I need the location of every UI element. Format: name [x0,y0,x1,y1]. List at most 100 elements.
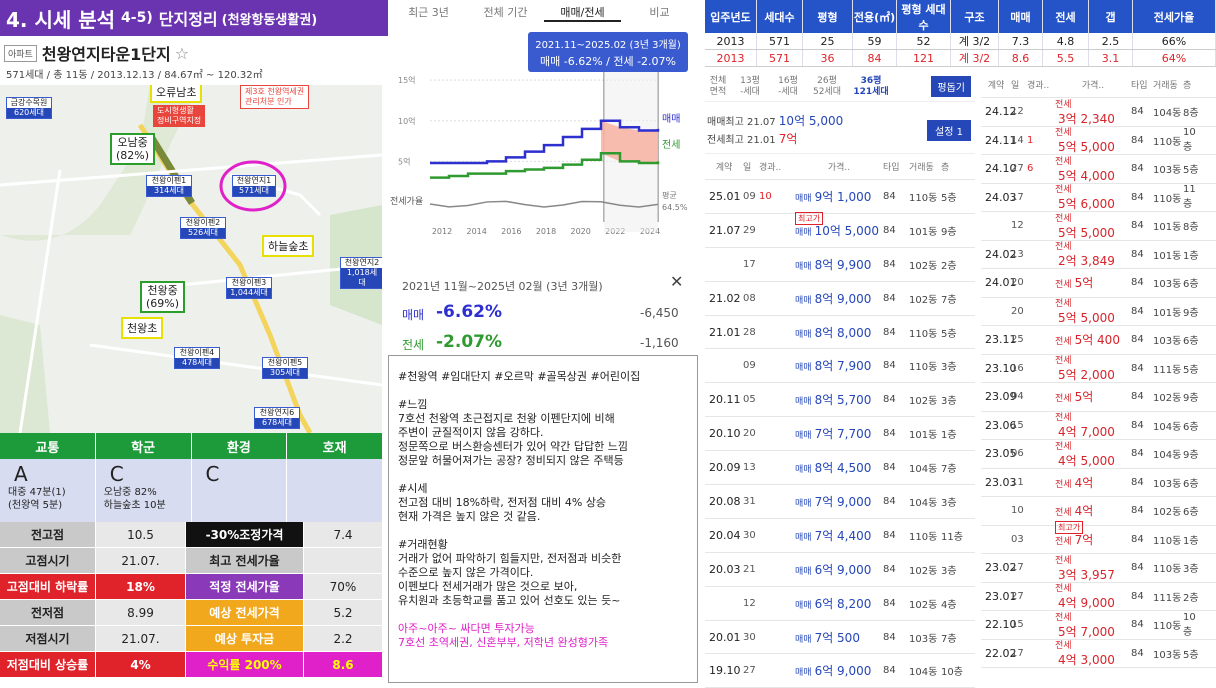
list-item[interactable]: 21.01 28 매매 8억 8,000 84 110동 5층 [705,316,975,350]
price-chart[interactable]: 2021.11~2025.02 (3년 3개월) 매매 -6.62% / 전세 … [390,22,698,240]
middle-school-label-2[interactable]: 천왕중 (69%) [140,281,186,313]
settings-button[interactable]: 설정 1 [927,120,971,141]
list-item-dong: 103동 [1153,336,1182,348]
size-tab-13[interactable]: 13평 -세대 [740,75,760,97]
list-item[interactable]: 24.10 27 6 전세5억 4,000 84 103동 5층 [981,155,1216,184]
list-item[interactable]: 24.03 17 전세5억 6,000 84 110동 11층 [981,184,1216,212]
list-item[interactable]: 23.06 15 전세4억 7,000 84 104동 6층 [981,412,1216,440]
size-tab-26[interactable]: 26평 52세대 [812,75,841,97]
list-item[interactable]: 20.01 30 매매 7억 500 84 103동 7층 [705,621,975,655]
list-item-type: 매매 [795,668,812,679]
chart-ratio-label: 전세가율 [390,196,423,207]
middle-school-label-1[interactable]: 오남중 (82%) [110,133,156,165]
list-item[interactable]: 23.10 16 전세5억 2,000 84 111동 5층 [981,355,1216,383]
list-item-type-size: 84 [1131,533,1144,545]
elementary-school-label-2[interactable]: 하늘숲초 [262,235,315,257]
list-item-type-size: 84 [883,292,896,304]
tab-recent-3y[interactable]: 최근 3년 [408,6,449,19]
list-item[interactable]: 17 매매 8억 9,900 84 102동 2층 [705,248,975,282]
list-item[interactable]: 24.01 20 전세 5억 84 103동 6층 [981,269,1216,298]
list-item[interactable]: 22.02 17 전세4억 3,000 84 103동 5층 [981,638,1216,668]
list-item[interactable]: 19.10 27 매매 6억 9,000 84 104동 10층 [705,654,975,688]
list-item[interactable]: 25.01 09 10 매매 9억 1,000 84 110동 5층 [705,180,975,214]
grade-header-school: 학군 [96,433,192,459]
list-item-amount: 5억 4,000 [1058,168,1115,183]
list-item[interactable]: 20.11 05 매매 8억 5,700 84 102동 3층 [705,383,975,418]
map-apt-pin-ipen3[interactable]: 천왕이펜3 1,044세대 [226,277,272,299]
close-icon[interactable]: ✕ [670,272,684,291]
map-apt-pin-yeonji2[interactable]: 천왕연지2 1,018세대 [340,257,382,289]
list-item-day: 15 [1011,619,1024,631]
popup-sale-label: 매매 [402,308,425,322]
list-item-amount: 5억 5,000 [1058,311,1115,326]
elementary-school-label-3[interactable]: 천왕초 [121,317,164,339]
grade-dev [287,459,383,522]
map-apt-pin-ipen2[interactable]: 천왕이펜2 526세대 [180,217,226,239]
map[interactable]: 오류남초 도시형생활 정비구역지정 제3호 천왕역세권 관리처분 인가 금강수목원 6… [0,85,382,433]
list-item[interactable]: 10 전세 4억 84 102동 6층 [981,497,1216,526]
list-item[interactable]: 12 전세5억 5,000 84 101동 8층 [981,212,1216,241]
list-item[interactable]: 23.02 17 전세3억 3,957 84 110동 3층 [981,554,1216,583]
list-item-amount: 6억 9,000 [814,664,872,679]
map-apt-pin-ipen4[interactable]: 천왕이펜4 478세대 [174,347,220,369]
list-item-floor: 1층 [1183,250,1199,262]
list-item[interactable]: 20.03 21 매매 6억 9,000 84 102동 3층 [705,553,975,587]
list-item-dong: 101동 [1153,307,1182,319]
list-item[interactable]: 23.01 27 전세4억 9,000 84 111동 2층 [981,583,1216,611]
map-apt-pin-target[interactable]: 천왕연지1 571세대 [232,175,276,197]
tab-all-period[interactable]: 전체 기간 [483,6,528,19]
size-help-button[interactable]: 평돕기 [931,76,971,97]
list-item[interactable]: 24.02 13 전세2억 3,849 84 101동 1층 [981,241,1216,269]
list-item[interactable]: 20.08 31 매매 7억 9,000 84 104동 3층 [705,485,975,519]
map-apt-pin-geumgang[interactable]: 금강수목원 620세대 [6,97,52,119]
map-apt-pin-ipen5[interactable]: 천왕이펜5 305세대 [262,357,308,379]
list-item-price: 최고가 전세 7억 [1055,520,1131,548]
grade-header: 교통 학군 환경 호재 [0,433,383,459]
list-item[interactable]: 23.09 04 전세 5억 84 102동 9층 [981,383,1216,412]
list-item[interactable]: 20.04 30 매매 7억 4,400 84 110동 11층 [705,519,975,553]
size-tab-16[interactable]: 16평 -세대 [778,75,798,97]
list-item[interactable]: 23.11 25 전세 5억 400 84 103동 6층 [981,326,1216,355]
list-item[interactable]: 03 최고가 전세 7억 84 110동 1층 [981,520,1216,554]
notes-pink-1: 아주~아주~ 싸다면 투자가능 [398,622,535,635]
grade-env-value: C [205,462,220,486]
list-item[interactable]: 20.10 20 매매 7억 7,700 84 101동 1층 [705,417,975,452]
list-item[interactable]: 23.03 11 전세 4억 84 103동 6층 [981,469,1216,497]
list-item-price: 전세4억 3,000 [1055,638,1131,668]
size-tab-36[interactable]: 36평 121세대 [853,75,889,97]
apt-name[interactable]: 천왕연지타운1단지 [41,45,171,64]
list-item[interactable]: 20.09 13 매매 8억 4,500 84 104동 7층 [705,451,975,486]
list-item[interactable]: 12 매매 6억 8,200 84 102동 4층 [705,587,975,621]
list-item[interactable]: 21.07 29 최고가 매매 10억 5,000 84 101동 9층 [705,211,975,248]
list-item-floor: 5층 [1183,649,1199,661]
list-item-type: 매매 [795,431,812,442]
list-item-day: 20 [1011,277,1024,289]
list-item-price: 매매 8억 8,000 [795,324,883,341]
list-item[interactable]: 22.10 15 전세5억 7,000 84 110동 10층 [981,611,1216,640]
list-item[interactable]: 09 매매 8억 7,900 84 110동 3층 [705,349,975,384]
title-sub: 4-5) [121,10,153,26]
popup-sale-amt: -6,450 [640,306,679,320]
list-item-floor: 3층 [941,565,957,577]
apt-info: 571세대 / 총 11동 / 2013.12.13 / 84.67㎡ ~ 12… [6,70,263,81]
list-item-date: 22.10 [985,618,1017,632]
list-item-price: 전세 5억 [1055,388,1131,405]
list-item[interactable]: 20 전세5억 5,000 84 101동 9층 [981,298,1216,326]
list-item-type-size: 84 [1131,134,1144,146]
tab-compare[interactable]: 비교 [649,6,670,19]
elementary-school-label-1[interactable]: 오류남초 [150,85,203,103]
list-item-day: 12 [743,597,756,609]
favorite-star-icon[interactable]: ☆ [174,43,190,63]
list-item[interactable]: 23.05 06 전세4억 5,000 84 104동 9층 [981,440,1216,469]
grade-school-value: C [109,462,124,486]
list-item-amount: 5억 7,000 [1058,624,1115,639]
max-price-box: 매매최고 21.07 10억 5,000 전세최고 21.01 7억 설정 1 [705,102,975,154]
map-apt-pin-ipen1[interactable]: 천왕이펜1 314세대 [146,175,192,197]
list-item[interactable]: 21.02 08 매매 8억 9,000 84 102동 7층 [705,282,975,316]
list-item[interactable]: 24.11 14 1 전세5억 5,000 84 110동 10층 [981,127,1216,155]
map-apt-pin-yeonji6[interactable]: 천왕연지6 678세대 [254,407,300,429]
tab-sale-rent[interactable]: 매매/전세 [544,0,621,22]
list-item[interactable]: 24.12 12 전세3억 2,340 84 104동 8층 [981,98,1216,127]
list-item-type-size: 84 [1131,562,1144,574]
list-item-day: 21 [743,563,756,575]
